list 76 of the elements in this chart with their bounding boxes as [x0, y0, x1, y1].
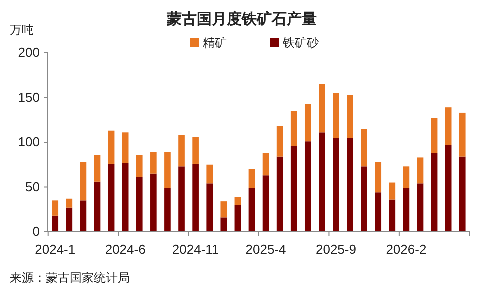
bar — [431, 153, 438, 232]
bar — [403, 188, 410, 232]
y-tick-label: 100 — [18, 134, 40, 150]
bar — [276, 126, 284, 157]
bar — [80, 200, 87, 232]
y-axis-title: 万吨 — [10, 23, 34, 37]
bar — [122, 163, 129, 232]
x-tick-label: 2025-4 — [246, 242, 286, 257]
bar — [122, 132, 129, 164]
y-tick-label: 0 — [32, 224, 40, 239]
bar — [94, 182, 101, 232]
bar — [276, 156, 284, 232]
bar — [234, 197, 242, 206]
bar — [375, 192, 382, 232]
bar — [206, 164, 214, 184]
bar — [164, 188, 171, 232]
bar — [220, 202, 228, 218]
bar — [150, 152, 157, 174]
bar — [304, 104, 312, 142]
bar — [52, 200, 59, 216]
source-note: 来源：蒙古国家统计局 — [10, 271, 130, 285]
bar — [375, 162, 382, 193]
bar — [150, 174, 157, 232]
x-tick-label: 2024-1 — [35, 242, 76, 257]
bar — [347, 95, 354, 138]
bar — [319, 132, 326, 232]
bar — [52, 216, 59, 232]
bar — [136, 155, 143, 178]
bar — [333, 93, 340, 138]
bar — [206, 184, 214, 232]
bar — [192, 137, 199, 164]
x-tick-label: 2025-9 — [316, 242, 356, 257]
bar — [417, 158, 424, 184]
bar — [80, 162, 87, 201]
bar — [431, 118, 438, 154]
x-tick-label: 2026-2 — [386, 242, 427, 257]
bar — [333, 138, 340, 232]
bar — [262, 153, 270, 176]
bar — [290, 146, 298, 232]
bar — [389, 200, 396, 232]
bar — [347, 138, 354, 232]
bar — [389, 182, 396, 200]
bar — [178, 135, 185, 167]
y-tick-label: 150 — [18, 90, 40, 105]
x-tick-label: 2024-6 — [105, 242, 146, 257]
legend-label: 精矿 — [203, 36, 227, 50]
bar — [108, 164, 115, 232]
bar — [445, 145, 452, 232]
bar — [248, 188, 256, 232]
bar — [361, 166, 368, 232]
legend-label: 铁矿砂 — [282, 36, 319, 50]
bar — [459, 156, 466, 232]
bar — [94, 155, 101, 182]
bar — [192, 164, 199, 232]
bar — [136, 177, 143, 232]
bar — [417, 184, 424, 232]
bar — [66, 208, 73, 232]
bar — [445, 108, 452, 146]
bar — [248, 169, 256, 188]
chart-title: 蒙古国月度铁矿石产量 — [166, 10, 317, 28]
x-tick-label: 2024-11 — [172, 242, 220, 257]
bar — [164, 152, 171, 188]
bar — [459, 112, 466, 157]
bar — [108, 130, 115, 164]
bar — [66, 198, 73, 208]
bar — [304, 142, 312, 232]
bar — [361, 129, 368, 167]
bar — [290, 111, 298, 146]
bar — [178, 166, 185, 232]
bar — [262, 176, 270, 232]
bar — [220, 218, 228, 232]
y-tick-label: 50 — [26, 179, 40, 194]
y-tick-label: 200 — [18, 45, 40, 60]
bar — [319, 84, 326, 133]
bar — [234, 205, 242, 232]
bar — [403, 166, 410, 188]
